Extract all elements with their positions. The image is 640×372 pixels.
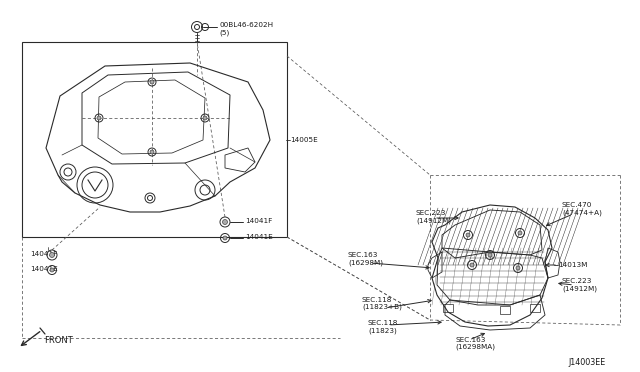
Text: SEC.223
(14912M): SEC.223 (14912M) — [562, 278, 597, 292]
Text: 00BL46-6202H
(5): 00BL46-6202H (5) — [219, 22, 273, 35]
Text: SEC.163
(16298MA): SEC.163 (16298MA) — [455, 337, 495, 350]
Text: 14013M: 14013M — [558, 262, 588, 268]
Circle shape — [223, 236, 227, 240]
Text: SEC.470
(47474+A): SEC.470 (47474+A) — [562, 202, 602, 215]
Circle shape — [150, 80, 154, 84]
Text: J14003EE: J14003EE — [568, 358, 605, 367]
Text: 14041F: 14041F — [245, 218, 272, 224]
Circle shape — [49, 253, 54, 257]
Bar — [500, 306, 510, 314]
Text: SEC.118
(11823+B): SEC.118 (11823+B) — [362, 297, 402, 311]
Text: SEC.118
(11823): SEC.118 (11823) — [368, 320, 398, 334]
Circle shape — [50, 268, 54, 272]
Circle shape — [97, 116, 101, 120]
Bar — [443, 304, 453, 312]
Text: SEC.163
(16298M): SEC.163 (16298M) — [348, 252, 383, 266]
Circle shape — [466, 233, 470, 237]
Circle shape — [516, 266, 520, 270]
Circle shape — [518, 231, 522, 235]
Circle shape — [470, 263, 474, 267]
Text: SEC.223
(14912M): SEC.223 (14912M) — [416, 210, 451, 224]
Text: 14005E: 14005E — [290, 137, 317, 143]
Circle shape — [223, 219, 227, 224]
Text: FRONT: FRONT — [44, 336, 73, 345]
Circle shape — [488, 253, 492, 257]
Text: 14041F: 14041F — [30, 251, 57, 257]
Bar — [22, 42, 287, 237]
Text: 14041E: 14041E — [30, 266, 58, 272]
Circle shape — [203, 116, 207, 120]
Circle shape — [150, 150, 154, 154]
Bar — [530, 304, 540, 312]
Text: 14041E: 14041E — [245, 234, 273, 240]
